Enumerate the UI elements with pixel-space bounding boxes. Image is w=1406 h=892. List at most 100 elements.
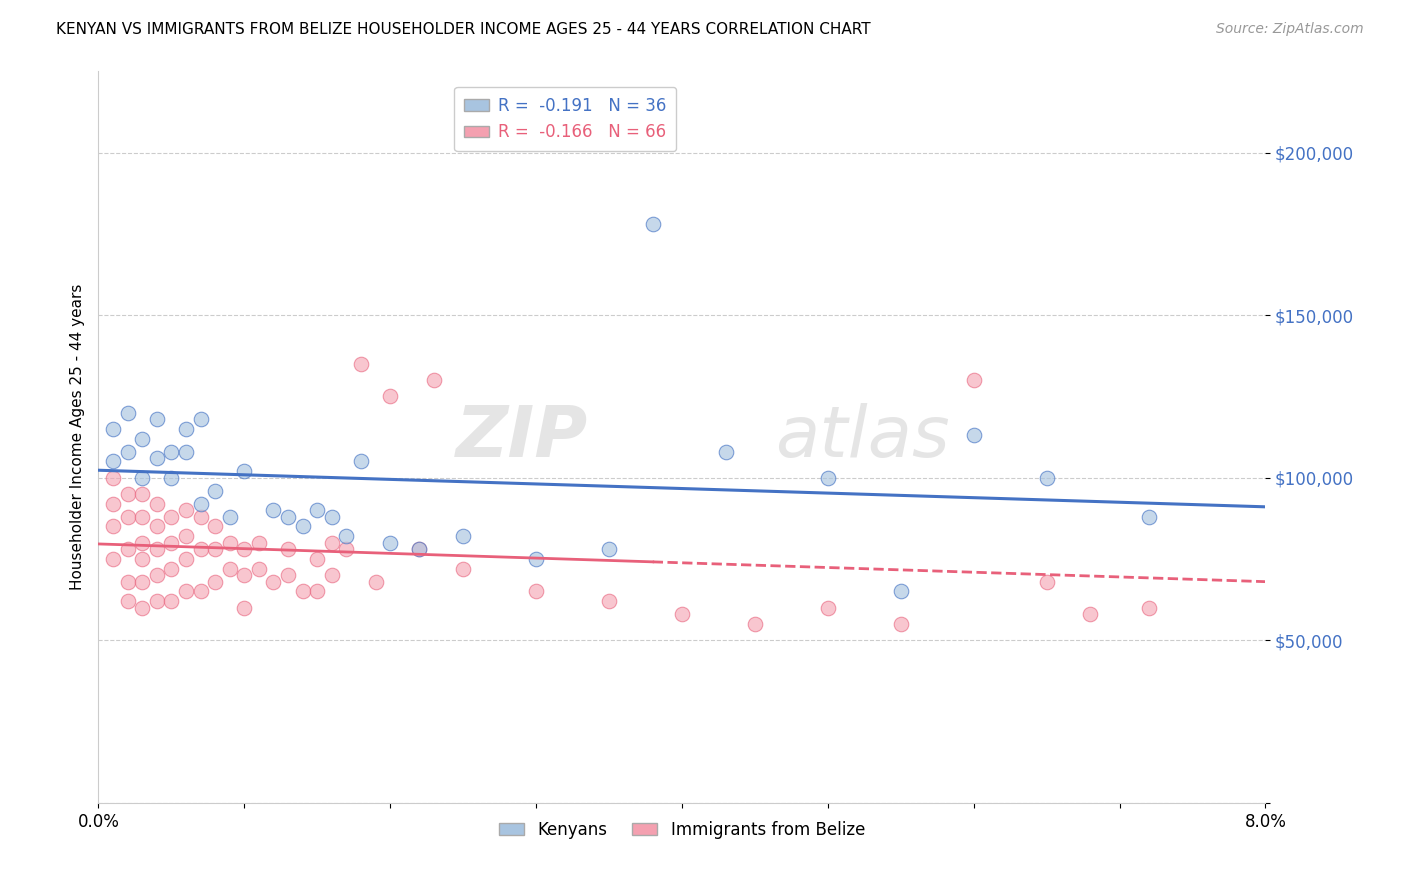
Point bbox=[190, 584, 212, 599]
Point bbox=[262, 503, 284, 517]
Point bbox=[146, 594, 169, 608]
Point bbox=[408, 542, 430, 557]
Text: Source: ZipAtlas.com: Source: ZipAtlas.com bbox=[1216, 22, 1364, 37]
Point bbox=[524, 584, 547, 599]
Legend: Kenyans, Immigrants from Belize: Kenyans, Immigrants from Belize bbox=[492, 814, 872, 846]
Point bbox=[101, 471, 124, 485]
Point bbox=[1137, 600, 1160, 615]
Point bbox=[190, 497, 212, 511]
Point bbox=[131, 552, 153, 566]
Point bbox=[890, 584, 912, 599]
Point bbox=[321, 535, 343, 549]
Point bbox=[291, 584, 314, 599]
Point bbox=[101, 519, 124, 533]
Point bbox=[160, 535, 183, 549]
Point bbox=[160, 471, 183, 485]
Point bbox=[160, 594, 183, 608]
Point bbox=[131, 471, 153, 485]
Point bbox=[160, 444, 183, 458]
Point bbox=[117, 509, 139, 524]
Point bbox=[131, 600, 153, 615]
Point bbox=[380, 389, 402, 403]
Point bbox=[174, 422, 197, 436]
Point bbox=[174, 444, 197, 458]
Point bbox=[204, 574, 226, 589]
Point bbox=[131, 487, 153, 501]
Point bbox=[146, 412, 169, 426]
Point bbox=[277, 542, 299, 557]
Point bbox=[131, 432, 153, 446]
Point bbox=[262, 574, 284, 589]
Text: atlas: atlas bbox=[775, 402, 950, 472]
Point bbox=[451, 529, 474, 543]
Point bbox=[335, 529, 357, 543]
Point bbox=[671, 607, 693, 622]
Point bbox=[117, 594, 139, 608]
Point bbox=[131, 574, 153, 589]
Point bbox=[247, 562, 270, 576]
Point bbox=[307, 503, 329, 517]
Point bbox=[1080, 607, 1102, 622]
Point bbox=[131, 535, 153, 549]
Point bbox=[291, 519, 314, 533]
Point bbox=[307, 552, 329, 566]
Point bbox=[598, 594, 620, 608]
Point bbox=[423, 373, 446, 387]
Point bbox=[408, 542, 430, 557]
Point bbox=[204, 519, 226, 533]
Point bbox=[335, 542, 357, 557]
Point bbox=[174, 584, 197, 599]
Point bbox=[321, 568, 343, 582]
Point bbox=[117, 542, 139, 557]
Point bbox=[524, 552, 547, 566]
Point bbox=[131, 509, 153, 524]
Point bbox=[364, 574, 387, 589]
Point bbox=[350, 357, 373, 371]
Point bbox=[817, 600, 839, 615]
Point bbox=[101, 552, 124, 566]
Point bbox=[101, 497, 124, 511]
Point bbox=[117, 444, 139, 458]
Point bbox=[218, 562, 240, 576]
Point bbox=[233, 464, 256, 478]
Point bbox=[277, 568, 299, 582]
Point bbox=[817, 471, 839, 485]
Point bbox=[890, 617, 912, 632]
Point bbox=[174, 503, 197, 517]
Point bbox=[117, 406, 139, 420]
Point bbox=[174, 529, 197, 543]
Point bbox=[962, 373, 984, 387]
Point bbox=[598, 542, 620, 557]
Point bbox=[117, 487, 139, 501]
Point bbox=[146, 519, 169, 533]
Point bbox=[641, 217, 664, 231]
Point bbox=[146, 568, 169, 582]
Point bbox=[204, 483, 226, 498]
Point bbox=[380, 535, 402, 549]
Point bbox=[190, 412, 212, 426]
Point bbox=[1035, 574, 1057, 589]
Point bbox=[160, 509, 183, 524]
Text: ZIP: ZIP bbox=[457, 402, 589, 472]
Point bbox=[962, 428, 984, 442]
Point bbox=[190, 509, 212, 524]
Point bbox=[146, 542, 169, 557]
Point bbox=[714, 444, 737, 458]
Point bbox=[218, 535, 240, 549]
Point bbox=[1137, 509, 1160, 524]
Point bbox=[146, 451, 169, 466]
Point bbox=[117, 574, 139, 589]
Text: KENYAN VS IMMIGRANTS FROM BELIZE HOUSEHOLDER INCOME AGES 25 - 44 YEARS CORRELATI: KENYAN VS IMMIGRANTS FROM BELIZE HOUSEHO… bbox=[56, 22, 870, 37]
Point bbox=[233, 568, 256, 582]
Point bbox=[451, 562, 474, 576]
Point bbox=[218, 509, 240, 524]
Point bbox=[350, 454, 373, 468]
Point bbox=[101, 422, 124, 436]
Point bbox=[204, 542, 226, 557]
Point bbox=[174, 552, 197, 566]
Point bbox=[307, 584, 329, 599]
Point bbox=[744, 617, 766, 632]
Point bbox=[247, 535, 270, 549]
Point bbox=[233, 542, 256, 557]
Point bbox=[321, 509, 343, 524]
